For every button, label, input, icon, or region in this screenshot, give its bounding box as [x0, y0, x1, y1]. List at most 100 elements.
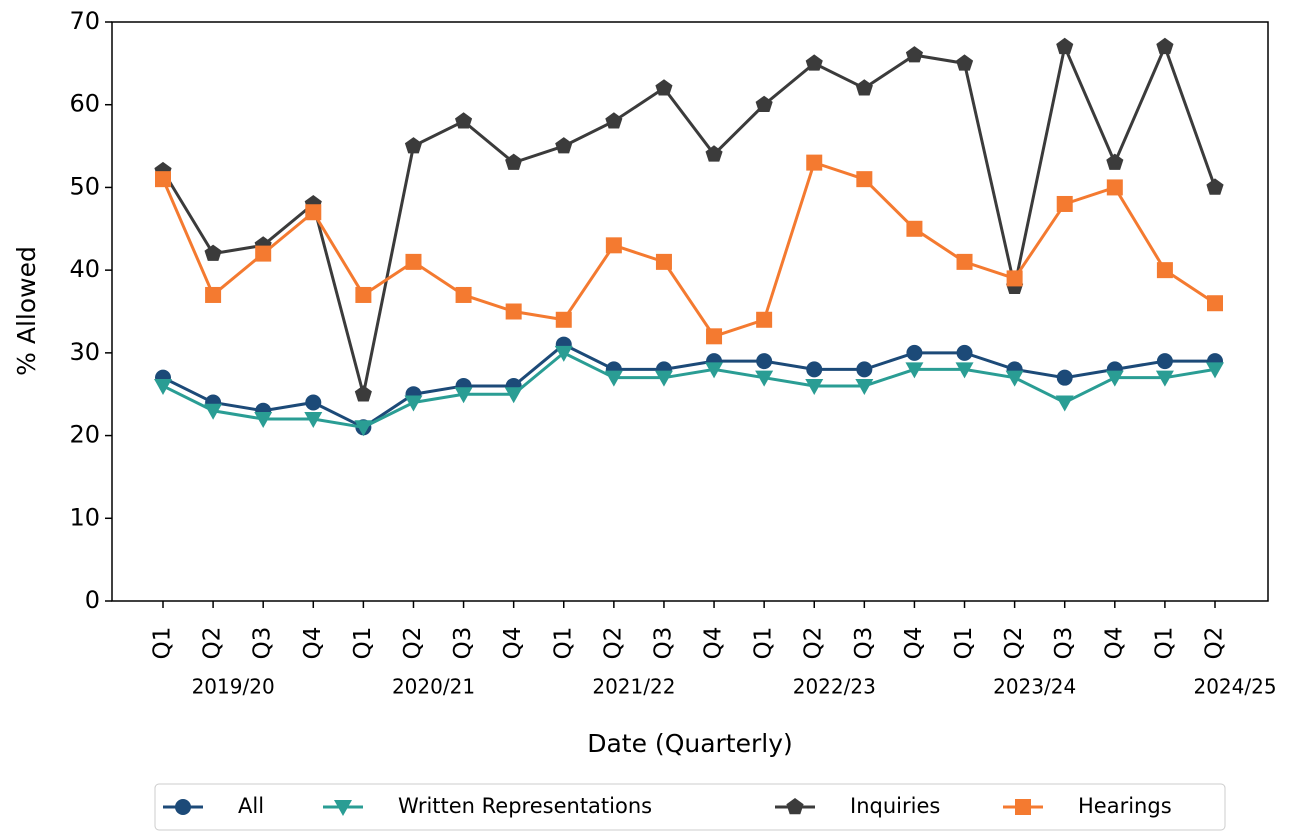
x-tick-label: Q2 [200, 627, 226, 660]
data-point [1206, 178, 1224, 195]
data-point [255, 245, 272, 262]
x-tick-label: Q3 [650, 627, 676, 660]
y-tick-label: 70 [69, 7, 100, 35]
data-point [956, 344, 973, 361]
data-point [755, 95, 773, 112]
data-point [806, 154, 823, 171]
data-point [204, 244, 222, 261]
data-point [706, 328, 723, 345]
data-point [405, 253, 422, 270]
legend-label: Inquiries [850, 794, 940, 818]
data-point [806, 361, 823, 378]
data-point [1206, 362, 1224, 379]
data-point [454, 387, 473, 404]
x-tick-label: Q1 [751, 627, 777, 660]
data-point [504, 387, 523, 404]
data-point [856, 171, 873, 188]
y-tick-label: 10 [69, 503, 100, 531]
x-group-label: 2021/22 [592, 675, 675, 699]
x-tick-label: Q4 [500, 627, 526, 660]
data-point [756, 311, 773, 328]
data-point [805, 378, 824, 395]
data-point [1006, 270, 1023, 287]
legend-label: Hearings [1078, 794, 1172, 818]
legend-marker [334, 800, 352, 816]
data-point [1005, 370, 1024, 387]
x-tick-label: Q4 [901, 627, 927, 660]
x-tick-label: Q4 [701, 627, 727, 660]
x-tick-label: Q2 [1202, 627, 1228, 660]
data-point [355, 286, 372, 303]
data-point [605, 112, 623, 129]
data-point [655, 79, 673, 96]
data-point [455, 112, 473, 129]
data-point [655, 253, 672, 270]
x-tick-label: Q2 [801, 627, 827, 660]
data-point [956, 253, 973, 270]
data-point [404, 395, 423, 412]
x-tick-label: Q3 [450, 627, 476, 660]
data-point [204, 403, 223, 420]
series-line [162, 342, 1215, 430]
data-point [605, 237, 622, 254]
data-point [604, 370, 623, 387]
legend-label: Written Representations [398, 794, 652, 818]
data-point [855, 79, 873, 96]
data-point [756, 353, 773, 370]
data-point [554, 345, 573, 362]
data-point [555, 311, 572, 328]
x-tick-label: Q1 [150, 627, 176, 660]
data-point [1106, 153, 1124, 170]
data-point [304, 412, 323, 429]
data-point [1156, 37, 1174, 55]
x-axis-label: Date (Quarterly) [587, 729, 793, 758]
data-point [1056, 195, 1073, 212]
data-point [1156, 262, 1173, 279]
x-tick-label: Q3 [1051, 627, 1077, 660]
series-line [161, 41, 1217, 395]
data-point [1105, 370, 1124, 387]
data-point [855, 378, 874, 395]
data-point [555, 137, 573, 154]
data-point [1056, 37, 1074, 55]
data-point [155, 171, 171, 188]
data-point [905, 46, 923, 63]
plot-frame [111, 21, 1269, 602]
x-tick-label: Q1 [951, 627, 977, 660]
data-point [505, 153, 523, 170]
data-point [906, 344, 923, 361]
x-tick-label: Q2 [400, 627, 426, 660]
x-tick-label: Q3 [851, 627, 877, 660]
data-point [956, 54, 974, 71]
data-point [205, 286, 222, 303]
data-point [154, 378, 172, 395]
data-point [906, 220, 923, 237]
data-point [305, 204, 322, 221]
data-point [455, 286, 472, 303]
x-group-label: 2024/25 [1193, 675, 1276, 699]
x-group-label: 2019/20 [192, 675, 275, 699]
y-tick-label: 40 [69, 255, 100, 283]
data-point [1156, 353, 1173, 370]
y-tick-label: 0 [85, 586, 100, 614]
data-point [1207, 295, 1223, 312]
x-tick-label: Q2 [600, 627, 626, 660]
data-point [905, 362, 924, 379]
legend-marker [1015, 799, 1031, 815]
data-point [404, 137, 422, 154]
x-tick-label: Q4 [300, 627, 326, 660]
data-point [254, 412, 273, 429]
y-tick-label: 60 [69, 90, 100, 118]
data-point [1106, 179, 1123, 196]
legend-box [154, 783, 1226, 831]
data-point [705, 362, 724, 379]
x-tick-label: Q4 [1101, 627, 1127, 660]
y-tick-label: 50 [69, 172, 100, 200]
x-group-label: 2022/23 [793, 675, 876, 699]
legend-marker [175, 799, 191, 815]
data-point [805, 54, 823, 71]
data-point [1056, 369, 1073, 386]
data-point [305, 394, 322, 411]
x-tick-label: Q1 [550, 627, 576, 660]
